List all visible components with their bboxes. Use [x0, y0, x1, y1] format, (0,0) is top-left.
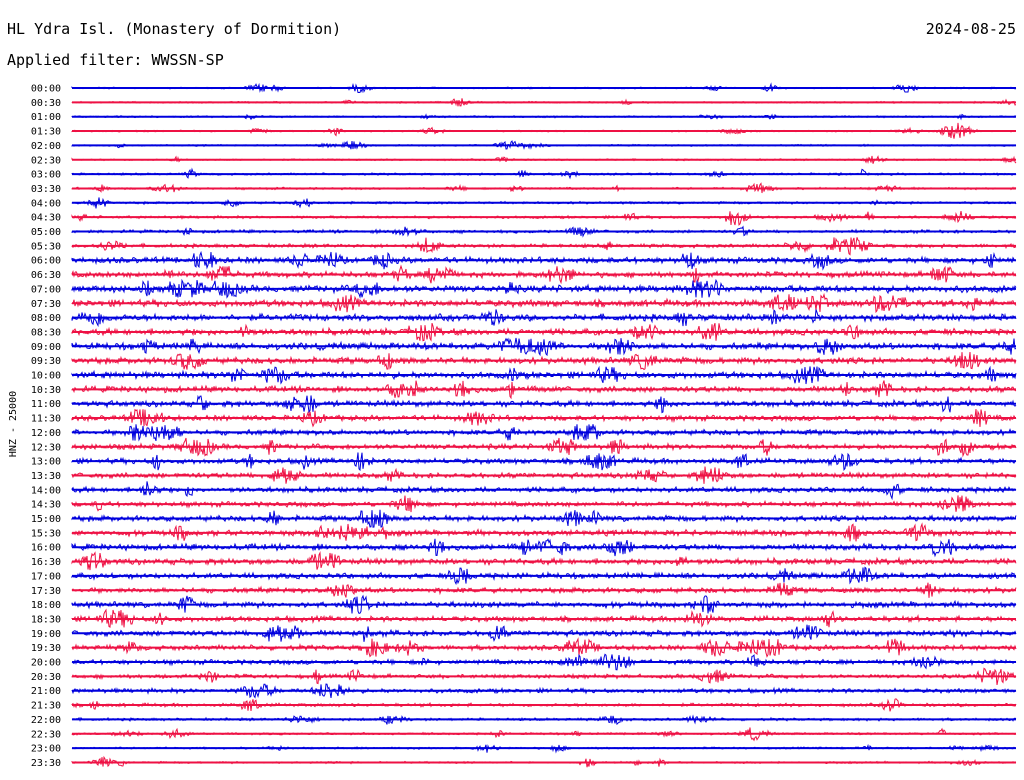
row-time-label: 02:30	[31, 155, 61, 166]
row-time-label: 09:00	[31, 342, 61, 353]
row-time-label: 20:30	[31, 672, 61, 683]
row-time-label: 06:30	[31, 270, 61, 281]
row-time-label: 00:00	[31, 84, 61, 95]
row-time-label: 13:00	[31, 457, 61, 468]
row-time-label: 07:00	[31, 284, 61, 295]
row-time-label: 10:00	[31, 371, 61, 382]
row-time-label: 15:00	[31, 514, 61, 525]
row-time-label: 01:30	[31, 127, 61, 138]
row-time-label: 11:00	[31, 399, 61, 410]
row-time-label: 15:30	[31, 528, 61, 539]
row-time-label: 00:30	[31, 98, 61, 109]
row-time-label: 05:30	[31, 241, 61, 252]
row-time-label: 03:30	[31, 184, 61, 195]
row-time-label: 04:00	[31, 198, 61, 209]
y-axis-label: HNZ - 25000	[8, 391, 19, 457]
row-time-label: 18:00	[31, 600, 61, 611]
row-time-label: 22:00	[31, 715, 61, 726]
row-time-label: 01:00	[31, 112, 61, 123]
row-time-label: 16:30	[31, 557, 61, 568]
row-time-label: 07:30	[31, 299, 61, 310]
trace-row	[71, 437, 1017, 458]
row-time-label: 11:30	[31, 414, 61, 425]
row-time-label: 21:00	[31, 686, 61, 697]
row-time-label: 19:00	[31, 629, 61, 640]
row-time-label: 02:00	[31, 141, 61, 152]
row-time-label: 14:00	[31, 485, 61, 496]
row-time-label: 09:30	[31, 356, 61, 367]
row-time-label: 21:30	[31, 701, 61, 712]
row-time-label: 12:00	[31, 428, 61, 439]
row-time-label: 16:00	[31, 543, 61, 554]
row-time-label: 10:30	[31, 385, 61, 396]
row-time-label: 04:30	[31, 213, 61, 224]
row-time-label: 17:30	[31, 586, 61, 597]
row-time-label: 08:30	[31, 327, 61, 338]
row-time-label: 17:00	[31, 571, 61, 582]
record-date: 2024-08-25	[925, 20, 1016, 38]
row-time-label: 13:30	[31, 471, 61, 482]
row-time-label: 06:00	[31, 256, 61, 267]
row-time-label: 22:30	[31, 729, 61, 740]
row-time-label: 19:30	[31, 643, 61, 654]
row-time-label: 03:00	[31, 170, 61, 181]
seismic-traces	[71, 82, 1017, 768]
row-time-labels: 00:00 00:30 01:00 01:30 02:00 02:30 03:00 03:30…	[31, 84, 61, 769]
row-time-label: 14:30	[31, 500, 61, 511]
filter-label: Applied filter: WWSSN-SP	[7, 51, 224, 69]
row-time-label: 05:00	[31, 227, 61, 238]
station-title: HL Ydra Isl. (Monastery of Dormition)	[7, 20, 342, 38]
row-time-label: 18:30	[31, 614, 61, 625]
row-time-label: 23:00	[31, 744, 61, 755]
row-time-label: 20:00	[31, 658, 61, 669]
row-time-label: 08:00	[31, 313, 61, 324]
row-time-label: 23:30	[31, 758, 61, 769]
row-time-label: 12:30	[31, 442, 61, 453]
